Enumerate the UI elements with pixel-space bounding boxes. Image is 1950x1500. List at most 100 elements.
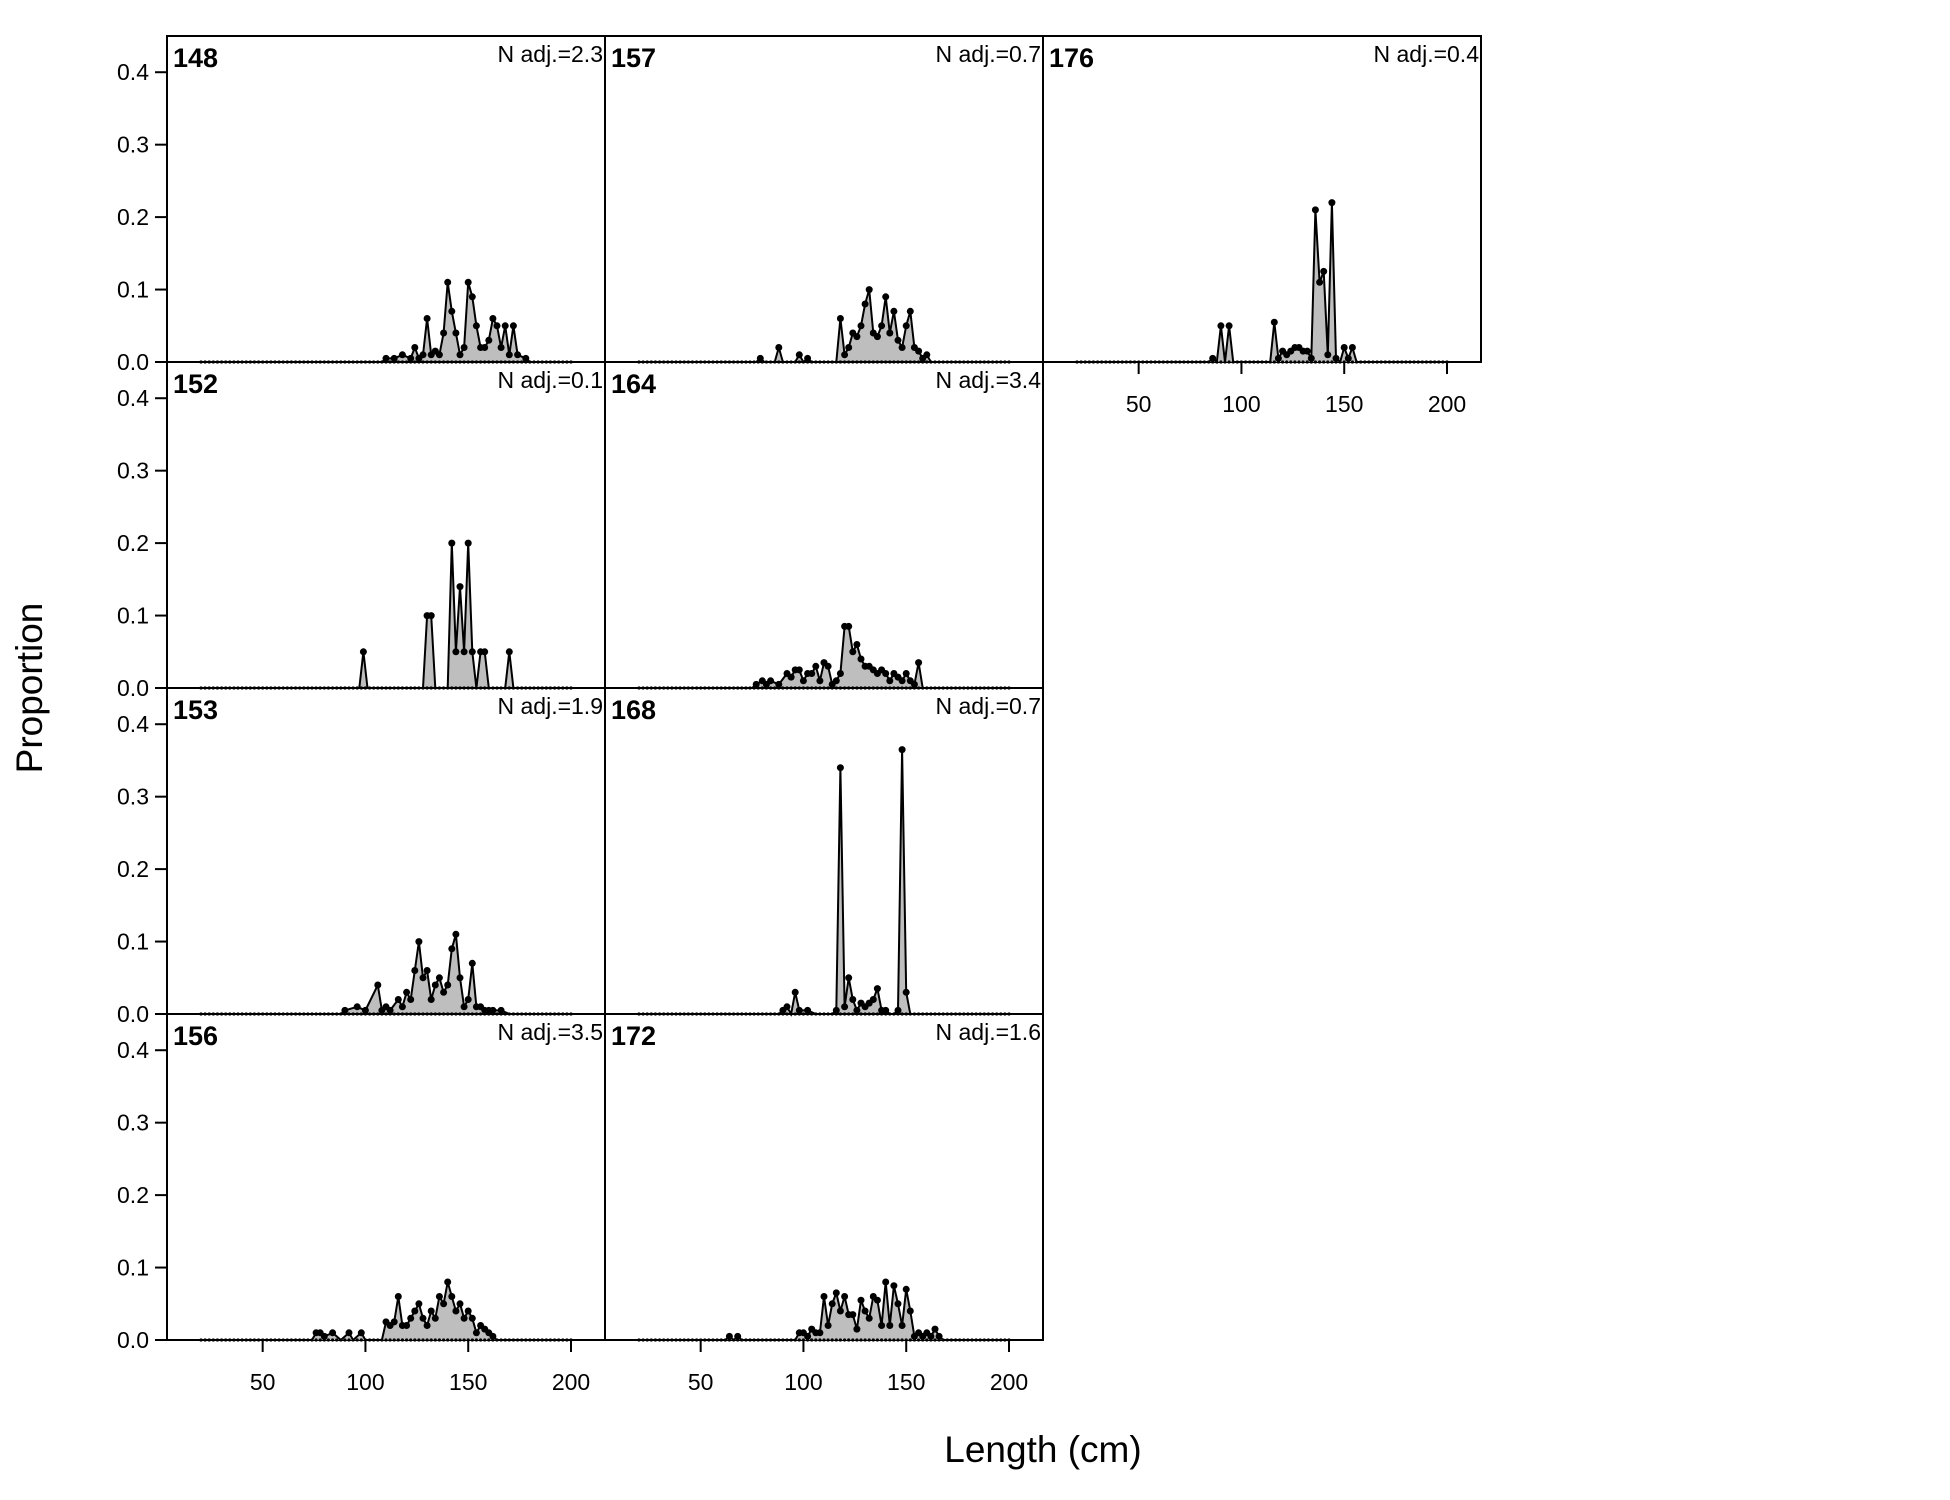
baseline-point	[335, 1338, 339, 1342]
data-point	[894, 336, 902, 344]
baseline-point	[986, 1338, 991, 1342]
baseline-point	[1293, 360, 1297, 364]
baseline-point	[1003, 1338, 1007, 1342]
data-point	[898, 746, 906, 754]
data-point	[435, 974, 443, 982]
data-point	[824, 662, 832, 670]
data-point	[1316, 278, 1324, 286]
baseline-point	[674, 1338, 678, 1342]
data-point	[865, 1314, 873, 1322]
baseline-point	[347, 1338, 351, 1342]
data-point	[481, 344, 489, 351]
baseline-point	[302, 1338, 306, 1342]
baseline-point	[773, 1338, 777, 1342]
panel-label: 164	[611, 369, 656, 399]
data-point	[514, 351, 522, 359]
panel-frame	[166, 35, 606, 363]
data-point	[481, 648, 489, 656]
x-tick-label: 150	[1325, 391, 1363, 417]
data-point	[795, 666, 803, 674]
n-adj-label: N adj.=3.5	[498, 1019, 604, 1045]
baseline-point	[1170, 360, 1174, 364]
data-point	[841, 351, 849, 359]
data-point	[890, 1282, 898, 1290]
data-point	[440, 1300, 448, 1308]
baseline-point	[1387, 360, 1391, 364]
data-point	[832, 1006, 840, 1014]
data-point	[857, 1296, 865, 1304]
panel-label: 153	[173, 695, 218, 725]
baseline-point	[999, 1338, 1003, 1342]
data-point	[869, 996, 877, 1003]
baseline-point	[285, 1338, 289, 1342]
baseline-point	[331, 1338, 335, 1342]
data-point	[390, 354, 398, 362]
baseline-point	[314, 1338, 318, 1342]
baseline-point	[474, 1338, 478, 1342]
panel-frame	[604, 361, 1044, 689]
panel-153: 153 N adj.=1.9 0.0 0.1 0.2 0.3 0.4	[117, 687, 606, 1027]
baseline-point	[1182, 360, 1186, 364]
data-point	[345, 1329, 353, 1337]
data-point	[853, 1006, 861, 1014]
data-point	[460, 648, 468, 656]
baseline-point	[384, 1338, 388, 1342]
distribution-line	[1077, 202, 1447, 365]
baseline-point	[446, 1338, 450, 1342]
data-point	[357, 1329, 365, 1337]
baseline-point	[351, 1338, 355, 1342]
data-point	[1209, 354, 1217, 362]
data-point	[878, 1322, 886, 1329]
data-point	[419, 974, 427, 982]
data-point	[787, 673, 795, 681]
baseline-point	[540, 1338, 544, 1342]
data-point	[898, 1322, 906, 1329]
baseline-point	[1178, 360, 1182, 364]
baseline-point	[1149, 360, 1153, 364]
baseline-point	[1318, 360, 1322, 364]
data-point	[448, 1293, 456, 1300]
baseline-point	[1198, 360, 1202, 364]
panel-168: 168 N adj.=0.7	[604, 687, 1044, 1017]
data-point	[460, 344, 468, 351]
data-point	[861, 1307, 869, 1315]
baseline-point	[310, 1338, 314, 1342]
data-point	[407, 354, 415, 362]
data-point	[361, 1006, 369, 1014]
data-point	[832, 677, 840, 685]
data-point	[452, 329, 460, 337]
baseline-point	[797, 1338, 801, 1342]
data-point	[398, 1003, 406, 1011]
data-point	[902, 670, 910, 677]
panel-148: 148 N adj.=2.3 0.0 0.1 0.2 0.3 0.4	[117, 35, 606, 375]
data-point	[522, 354, 530, 362]
baseline-point	[1264, 360, 1268, 364]
panel-frame	[166, 1013, 606, 1341]
baseline-point	[1083, 360, 1087, 364]
panel-label: 168	[611, 695, 656, 725]
baseline-point	[1174, 360, 1178, 364]
data-point	[440, 329, 448, 337]
baseline-point	[1363, 360, 1367, 364]
baseline-point	[1326, 360, 1330, 364]
panel-frame	[166, 687, 606, 1015]
y-axis-title: Proportion	[9, 603, 50, 774]
baseline-point	[1165, 360, 1169, 364]
data-point	[882, 293, 890, 301]
data-point	[423, 1322, 431, 1329]
data-point	[353, 1003, 361, 1011]
baseline-point	[425, 1338, 429, 1342]
y-tick-label: 0.1	[117, 1255, 149, 1281]
data-point	[783, 1003, 791, 1011]
baseline-point	[458, 1338, 462, 1342]
data-point	[456, 974, 464, 982]
data-point	[452, 648, 460, 656]
baseline-point	[1330, 360, 1334, 364]
baseline-point	[442, 1338, 446, 1342]
baseline-point	[978, 1338, 982, 1342]
baseline-point	[822, 1338, 826, 1342]
y-tick-label: 0.0	[117, 1327, 149, 1353]
data-point	[489, 1332, 497, 1340]
baseline-point	[1087, 360, 1091, 364]
x-tick-label: 100	[784, 1369, 822, 1395]
